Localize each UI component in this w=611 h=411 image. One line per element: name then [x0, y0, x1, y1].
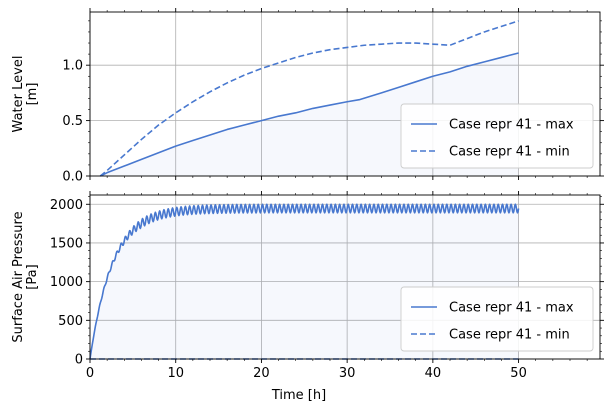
water-level-legend-label: Case repr 41 - min: [449, 145, 570, 160]
water-level-legend: Case repr 41 - max Case repr 41 - min: [400, 103, 594, 169]
water-level-ytick-label: 0.5: [62, 114, 83, 129]
air-pressure-axes-frame: [89, 194, 601, 360]
water-level-ylabel-line: Water Level: [11, 56, 26, 133]
air-pressure-legend: Case repr 41 - max Case repr 41 - min: [400, 286, 594, 352]
water-level-ytick-label: 1.0: [62, 59, 83, 74]
air-pressure-ylabel-line: Surface Air Pressure: [11, 211, 26, 342]
air-pressure-ylabel: Surface Air Pressure[Pa]: [11, 211, 40, 342]
air-pressure-xtick-label: 40: [425, 366, 442, 381]
water-level-series-max-line: [99, 52, 519, 177]
air-pressure-legend-label: Case repr 41 - max: [449, 301, 574, 316]
water-level-axes-frame: [89, 11, 601, 177]
water-level-ylabel: Water Level[m]: [11, 56, 40, 133]
air-pressure-xtick-label: 10: [167, 366, 184, 381]
air-pressure-ytick-label: 2000: [50, 198, 83, 213]
air-pressure-ytick-label: 0: [75, 353, 83, 368]
water-level-legend-box: [400, 103, 594, 169]
air-pressure-ytick-label: 1000: [50, 275, 83, 290]
air-pressure-xlabel: Time [h]: [271, 388, 326, 403]
air-pressure-ytick-label: 500: [58, 314, 83, 329]
air-pressure-xtick-label: 0: [86, 366, 94, 381]
air-pressure-ylabel-line: [Pa]: [25, 264, 40, 289]
water-level-series-min-line: [99, 20, 519, 177]
air-pressure-xtick-label: 50: [510, 366, 527, 381]
water-level-panel: 0.0 0.5 1.0 Water Level[m] Case repr 41 - ma…: [11, 8, 604, 185]
air-pressure-ytick-label: 1500: [50, 236, 83, 251]
air-pressure-legend-label: Case repr 41 - min: [449, 328, 570, 343]
water-level-ylabel-line: [m]: [25, 83, 40, 106]
water-level-ytick-label: 0.0: [62, 170, 83, 185]
air-pressure-xtick-label: 30: [339, 366, 356, 381]
air-pressure-xtick-label: 20: [253, 366, 270, 381]
air-pressure-series-max-line: [89, 203, 520, 360]
air-pressure-legend-box: [400, 286, 594, 352]
water-level-legend-label: Case repr 41 - max: [449, 118, 574, 133]
